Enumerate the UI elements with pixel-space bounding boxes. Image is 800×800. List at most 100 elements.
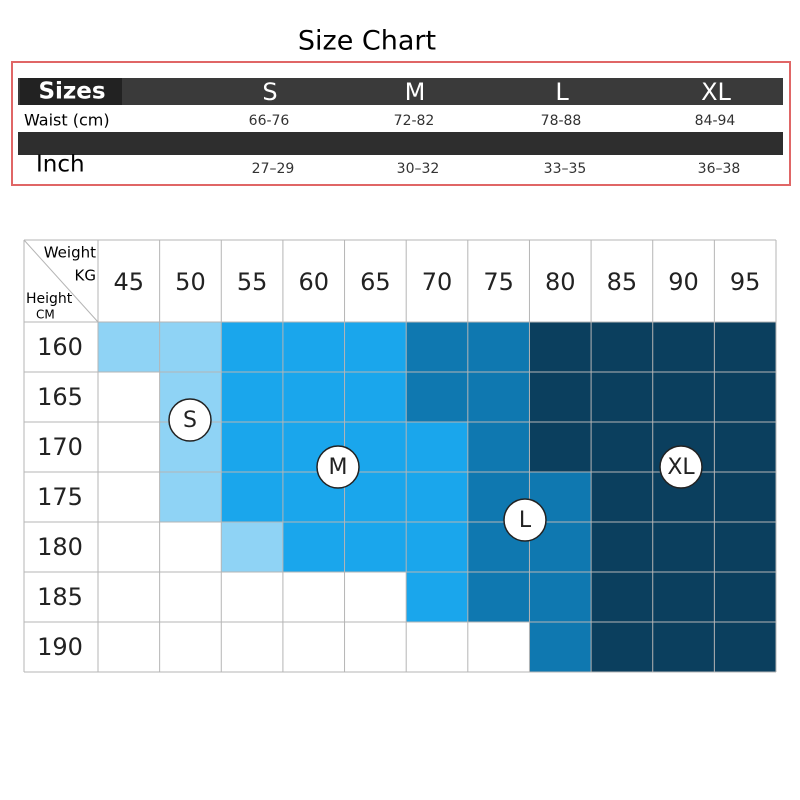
sizes-label: Sizes — [38, 79, 105, 105]
zone-label: S — [183, 408, 197, 433]
grid-cell — [221, 472, 283, 522]
grid-cell — [467, 572, 530, 622]
grid-cell — [159, 522, 222, 572]
grid-cell — [529, 322, 592, 372]
grid-cell — [529, 572, 592, 622]
grid-cell — [714, 422, 776, 472]
zone-badge — [503, 498, 547, 542]
size-heading: XL — [701, 78, 731, 106]
grid-cell — [714, 622, 776, 672]
height-label: 190 — [37, 633, 83, 661]
inch-value: 33–35 — [544, 161, 587, 177]
grid-cell — [344, 572, 407, 622]
grid-cell — [98, 622, 160, 672]
header-bar — [18, 78, 783, 105]
grid-cell — [529, 372, 592, 422]
weight-label: 75 — [483, 268, 514, 296]
grid-cell — [344, 322, 407, 372]
grid-cell — [221, 422, 283, 472]
weight-label: 55 — [237, 268, 268, 296]
grid-cell — [344, 522, 407, 572]
grid-cell — [406, 422, 468, 472]
grid-cell — [652, 522, 715, 572]
weight-label: 45 — [114, 268, 145, 296]
weight-label: 85 — [607, 268, 638, 296]
height-unit: CM — [36, 308, 55, 322]
grid-cell — [221, 622, 283, 672]
weight-label: 60 — [298, 268, 329, 296]
grid-cell — [591, 372, 653, 422]
inch-value: 27–29 — [252, 161, 295, 177]
grid-cell — [98, 372, 160, 422]
grid-cell — [282, 572, 345, 622]
size-heading: L — [555, 78, 569, 106]
grid-cell — [467, 422, 530, 472]
size-heading: S — [262, 78, 277, 106]
title: Size Chart — [298, 26, 436, 57]
grid-cell — [159, 572, 222, 622]
table-frame — [11, 61, 791, 186]
zone-label: M — [329, 455, 348, 480]
height-label: 175 — [37, 483, 83, 511]
weight-label: 65 — [360, 268, 391, 296]
zone-badge — [168, 398, 212, 442]
weight-unit: KG — [75, 267, 96, 285]
grid-cell — [98, 422, 160, 472]
grid-line — [23, 239, 99, 323]
grid-cell — [406, 522, 468, 572]
sizes-box — [20, 78, 122, 105]
zone-label: L — [519, 508, 532, 533]
separator-bar — [18, 132, 783, 155]
grid-cell — [714, 522, 776, 572]
weight-title: Weight — [44, 244, 96, 262]
grid-cell — [98, 572, 160, 622]
waist-value: 78-88 — [541, 113, 582, 129]
grid-cell — [652, 322, 715, 372]
inch-value: 36–38 — [698, 161, 741, 177]
grid-cell — [221, 572, 283, 622]
grid-cell — [221, 322, 283, 372]
height-label: 185 — [37, 583, 83, 611]
zone-badge — [316, 445, 360, 489]
grid-cell — [98, 472, 160, 522]
weight-label: 80 — [545, 268, 576, 296]
grid-cell — [282, 622, 345, 672]
grid-cell — [406, 572, 468, 622]
grid-cell — [714, 322, 776, 372]
grid-cell — [591, 322, 653, 372]
waist-value: 72-82 — [394, 113, 435, 129]
height-label: 165 — [37, 383, 83, 411]
grid-cell — [591, 522, 653, 572]
weight-label: 90 — [668, 268, 699, 296]
weight-label: 50 — [175, 268, 206, 296]
waist-label: Waist (cm) — [24, 111, 110, 130]
waist-value: 84-94 — [695, 113, 736, 129]
zone-label: XL — [667, 455, 695, 480]
grid-cell — [406, 622, 468, 672]
grid-cell — [159, 472, 222, 522]
grid-cell — [467, 322, 530, 372]
grid-cell — [467, 372, 530, 422]
grid-cell — [652, 622, 715, 672]
grid-cell — [529, 622, 592, 672]
grid-cell — [282, 322, 345, 372]
height-title: Height — [26, 291, 73, 307]
grid-cell — [406, 372, 468, 422]
height-label: 160 — [37, 333, 83, 361]
grid-cell — [98, 522, 160, 572]
grid-cell — [221, 372, 283, 422]
zone-badge — [659, 445, 703, 489]
size-heading: M — [405, 78, 426, 106]
grid-cell — [344, 622, 407, 672]
inch-label: Inch — [36, 152, 85, 178]
grid-cell — [652, 572, 715, 622]
grid-cell — [98, 322, 160, 372]
grid-cell — [467, 622, 530, 672]
height-label: 170 — [37, 433, 83, 461]
grid-cell — [406, 322, 468, 372]
grid-cell — [714, 572, 776, 622]
weight-label: 70 — [422, 268, 453, 296]
grid-cell — [591, 472, 653, 522]
grid-cell — [159, 322, 222, 372]
